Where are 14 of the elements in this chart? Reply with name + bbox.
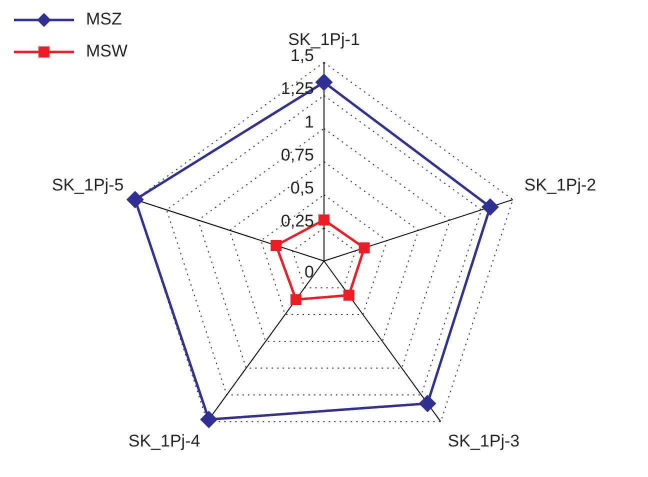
spoke-label: SK_1Pj-1 (288, 30, 360, 49)
y-tick-label: 1,5 (290, 46, 314, 66)
y-tick-label: 0 (304, 262, 314, 282)
legend-label: MSW (86, 42, 128, 61)
y-tick-label: 0,5 (290, 178, 314, 198)
spoke-label: SK_1Pj-2 (524, 175, 596, 194)
spoke-label: SK_1Pj-3 (448, 431, 520, 450)
y-tick-label: 0,25 (280, 212, 314, 231)
legend-label: MSZ (86, 10, 122, 29)
y-tick-label: 1 (304, 112, 314, 132)
spoke-label: SK_1Pj-5 (52, 175, 124, 194)
y-tick-label: 1,25 (280, 79, 314, 98)
y-tick-label: 0,75 (280, 145, 314, 164)
spoke-label: SK_1Pj-4 (128, 431, 200, 450)
